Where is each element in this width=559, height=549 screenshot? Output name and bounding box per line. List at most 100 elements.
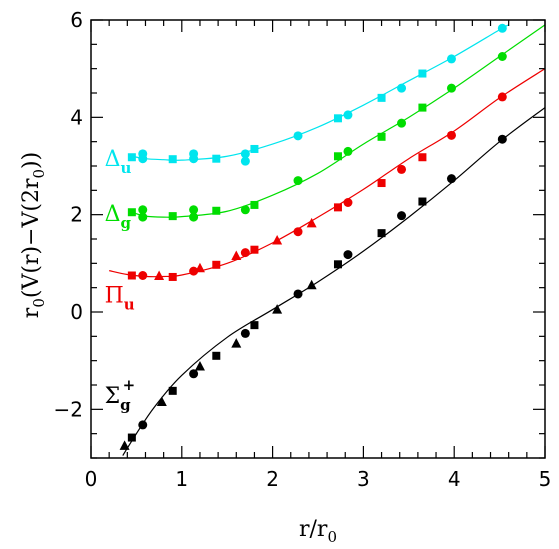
data-point [127, 433, 136, 442]
data-point [250, 321, 259, 330]
data-point [333, 114, 342, 123]
data-point [212, 206, 221, 215]
x-tick-label: 3 [357, 467, 370, 491]
data-point [446, 130, 456, 140]
data-point [377, 132, 386, 141]
data-point [189, 205, 199, 215]
data-point [250, 200, 259, 209]
data-point [212, 260, 221, 269]
data-point [377, 93, 386, 102]
data-point [418, 153, 427, 162]
x-tick-label: 4 [448, 467, 461, 491]
data-point [154, 270, 165, 280]
series-label: Δg [105, 202, 132, 232]
data-point [446, 54, 456, 64]
data-point [231, 250, 242, 261]
data-point [189, 369, 199, 379]
data-point [397, 118, 407, 128]
series-points [119, 23, 507, 450]
data-point [189, 149, 199, 159]
data-point [194, 361, 205, 371]
data-point [377, 179, 386, 188]
series-labels: Δu Δg Πu Σg+ [105, 147, 136, 414]
y-tick-label: 4 [70, 105, 83, 129]
data-point [446, 174, 456, 184]
data-point [497, 134, 507, 144]
x-tick-label: 2 [266, 467, 279, 491]
data-point [397, 83, 407, 93]
data-point [240, 248, 250, 258]
y-tick-label: 0 [70, 300, 83, 324]
data-point [497, 52, 507, 61]
data-point [240, 205, 250, 215]
data-point [306, 217, 317, 228]
data-point [397, 211, 407, 221]
y-tick-label: 6 [70, 8, 83, 32]
series-label: Σg+ [105, 376, 136, 414]
x-tick-label: 1 [175, 467, 188, 491]
data-point [231, 338, 242, 348]
data-point [194, 262, 205, 273]
data-point [189, 266, 199, 276]
data-point [418, 69, 427, 78]
data-point [343, 250, 353, 260]
data-point [189, 212, 199, 222]
series-line [109, 68, 545, 278]
series-line [131, 24, 545, 218]
data-point [333, 260, 342, 269]
data-point [333, 203, 342, 212]
data-point [397, 164, 407, 174]
data-point [127, 208, 136, 217]
y-tick-label: 2 [70, 203, 83, 227]
data-point [272, 234, 283, 245]
data-point [240, 328, 250, 338]
data-point [168, 272, 177, 281]
data-point [138, 149, 148, 159]
data-point [168, 212, 177, 221]
data-point [418, 197, 427, 206]
y-axis-label: r0(V(r)−V(2r0)) [19, 152, 48, 318]
y-tick-label: −2 [54, 397, 83, 421]
data-point [446, 83, 456, 93]
tick-labels: 0 1 2 3 4 5 −2 0 2 4 6 [54, 8, 552, 491]
series-label: Δu [105, 147, 132, 177]
plot-frame [90, 19, 546, 459]
data-point [272, 304, 283, 314]
data-point [168, 386, 177, 395]
data-point [212, 154, 221, 163]
x-tick-label: 0 [85, 467, 98, 491]
data-point [127, 271, 136, 280]
data-point [138, 420, 148, 430]
data-point [497, 23, 507, 33]
data-point [250, 144, 259, 153]
data-point [377, 229, 386, 238]
data-point [343, 110, 353, 120]
data-point [240, 156, 250, 166]
data-point [168, 155, 177, 164]
x-tick-label: 5 [539, 467, 552, 491]
data-point [250, 245, 259, 254]
axis-ticks [90, 19, 546, 459]
data-point [293, 227, 303, 237]
data-point [138, 271, 148, 280]
data-point [497, 92, 507, 102]
data-point [333, 152, 342, 161]
data-point [119, 440, 130, 450]
data-point [138, 212, 148, 222]
series-line [131, 24, 509, 161]
data-point [293, 131, 303, 141]
data-point [418, 103, 427, 112]
series-label: Πu [105, 283, 135, 313]
data-point [212, 351, 221, 360]
data-point [343, 146, 353, 156]
data-point [240, 149, 250, 159]
data-point [343, 198, 353, 207]
data-point [156, 396, 167, 407]
data-point [293, 176, 303, 186]
data-point [127, 153, 136, 162]
x-axis-label: r/r0 [299, 517, 337, 546]
data-point [138, 205, 148, 215]
data-point [293, 289, 303, 299]
data-point [306, 279, 317, 290]
